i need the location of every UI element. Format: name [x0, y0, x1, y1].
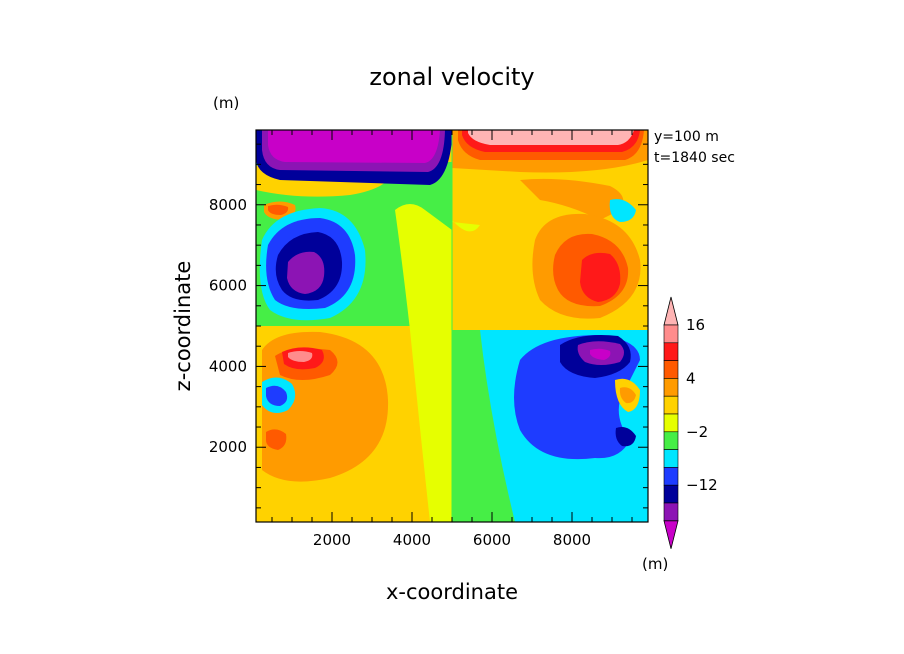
colorbar-box [663, 413, 679, 433]
y-axis-label: z-coordinate [171, 261, 195, 392]
colorbar-min-triangle [663, 520, 679, 549]
colorbar-box [663, 431, 679, 450]
colorbar-box [663, 484, 679, 504]
y-axis: 2000 4000 6000 8000 [209, 143, 648, 509]
colorbar-box [663, 467, 679, 486]
colorbar-label: 4 [686, 369, 696, 387]
colorbar-box [663, 449, 679, 468]
x-axis: 2000 4000 6000 8000 [271, 130, 633, 549]
colorbar-label: 16 [686, 316, 705, 334]
y-tick-label: 6000 [209, 277, 247, 295]
y-tick-label: 4000 [209, 357, 247, 375]
x-tick-label: 6000 [473, 531, 511, 549]
colorbar-box [663, 324, 679, 344]
colorbar-label: −2 [686, 423, 708, 441]
colorbar-label: −12 [686, 476, 718, 494]
chart-title: zonal velocity [369, 63, 534, 91]
colorbar-unit-label: (m) [642, 555, 668, 573]
y-tick-label: 2000 [209, 438, 247, 456]
x-tick-label: 2000 [313, 531, 351, 549]
y-unit-label: (m) [213, 94, 239, 112]
colorbar-box [663, 502, 679, 522]
x-tick-label: 8000 [553, 531, 591, 549]
contour-field [256, 130, 648, 522]
colorbar: 16 4 −2 −12 [663, 296, 718, 549]
colorbar-box [663, 360, 679, 379]
colorbar-box [663, 378, 679, 397]
colorbar-max-triangle [663, 296, 679, 326]
annotation-t: t=1840 sec [654, 150, 735, 166]
y-tick-label: 8000 [209, 196, 247, 214]
colorbar-box [663, 395, 679, 415]
right-half-field [452, 130, 648, 522]
x-axis-label: x-coordinate [386, 580, 518, 604]
left-half-field [256, 130, 452, 522]
x-tick-label: 4000 [393, 531, 431, 549]
colorbar-box [663, 342, 679, 361]
annotation-y: y=100 m [654, 129, 719, 145]
